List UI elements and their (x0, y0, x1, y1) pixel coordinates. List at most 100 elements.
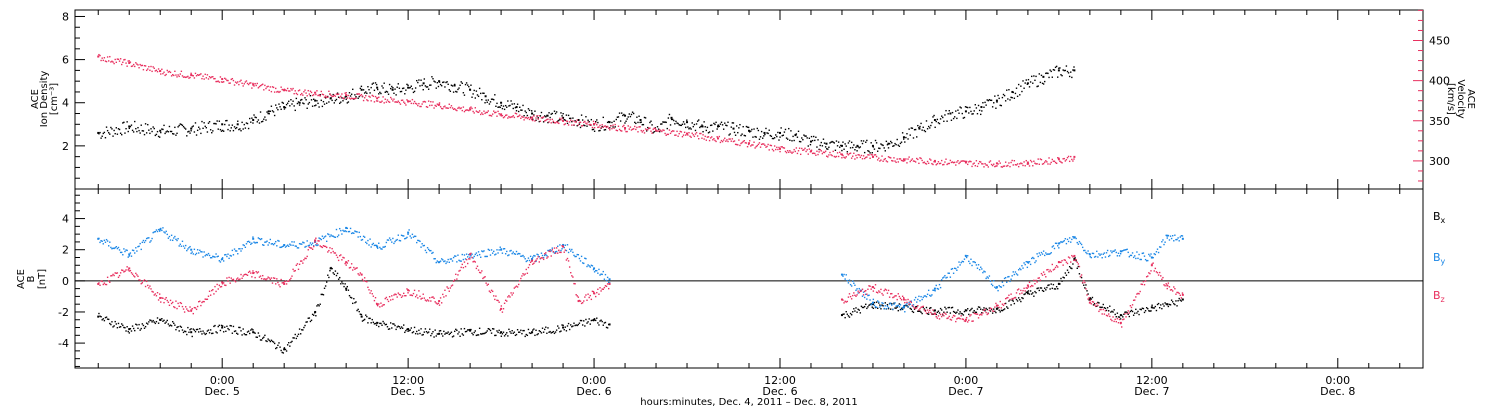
field-dot-2 (506, 300, 508, 302)
velocity-dot-0 (112, 61, 114, 63)
velocity-point-0-32 (1073, 155, 1076, 158)
field-dot-1 (853, 282, 855, 284)
velocity-dot-0 (298, 89, 301, 91)
field-dot-0 (1150, 310, 1152, 312)
field-dot-0 (460, 328, 462, 330)
density-dot-0 (150, 128, 152, 130)
field-dot-2 (392, 298, 394, 301)
field-dot-1 (1004, 276, 1007, 279)
field-dot-0 (294, 333, 296, 336)
density-dot-0 (738, 127, 740, 129)
field-dot-1 (1110, 250, 1112, 252)
field-dot-2 (391, 295, 393, 297)
density-dot-0 (502, 105, 505, 107)
field-dot-2 (565, 259, 568, 261)
field-dot-2 (1012, 298, 1014, 300)
density-dot-0 (438, 81, 441, 83)
field-dot-2 (987, 312, 990, 315)
field-dot-2 (346, 262, 349, 264)
field-dot-0 (537, 333, 539, 335)
density-dot-0 (837, 141, 840, 143)
velocity-dot-0 (758, 142, 761, 144)
field-dot-0 (509, 330, 511, 333)
density-dot-0 (1034, 79, 1036, 82)
field-dot-0 (1015, 298, 1018, 301)
field-dot-2 (912, 306, 915, 308)
field-dot-0 (155, 320, 158, 323)
velocity-dot-0 (609, 129, 611, 131)
velocity-dot-0 (601, 124, 603, 126)
field-dot-2 (1169, 289, 1172, 291)
field-dot-2 (273, 277, 276, 280)
density-dot-0 (320, 99, 322, 102)
density-dot-0 (301, 98, 303, 101)
field-dot-1 (422, 245, 424, 247)
velocity-dot-0 (450, 105, 453, 107)
field-dot-0 (1091, 296, 1094, 299)
velocity-dot-0 (1036, 163, 1038, 165)
field-dot-1 (1100, 253, 1102, 255)
density-dot-0 (615, 118, 617, 121)
field-dot-2 (286, 280, 289, 282)
field-dot-1 (427, 248, 430, 251)
field-dot-0 (136, 324, 138, 326)
density-dot-0 (395, 94, 397, 96)
field-dot-0 (852, 311, 854, 313)
field-dot-1 (129, 252, 132, 254)
field-dot-1 (520, 255, 522, 257)
field-dot-1 (412, 236, 415, 238)
density-dot-0 (370, 86, 372, 89)
density-point-0-18 (438, 80, 441, 83)
field-dot-0 (1085, 284, 1087, 286)
field-dot-2 (404, 294, 406, 297)
field-dot-1 (1070, 241, 1072, 243)
field-dot-2 (376, 304, 379, 307)
density-dot-0 (375, 83, 378, 86)
field-dot-2 (288, 280, 290, 282)
field-dot-2 (358, 274, 360, 276)
field-dot-2 (255, 270, 257, 273)
velocity-dot-0 (571, 124, 573, 126)
density-dot-0 (419, 85, 421, 87)
velocity-dot-0 (507, 117, 509, 119)
velocity-dot-0 (252, 82, 254, 85)
velocity-dot-0 (1057, 157, 1059, 159)
field-dot-0 (354, 302, 356, 304)
velocity-dot-0 (636, 126, 638, 129)
field-dot-2 (269, 278, 272, 281)
velocity-dot-0 (808, 148, 811, 150)
density-dot-0 (792, 135, 794, 138)
velocity-dot-0 (858, 154, 860, 156)
field-dot-0 (935, 313, 937, 316)
density-dot-0 (142, 130, 145, 132)
field-dot-1 (887, 306, 890, 309)
field-point-1-10 (407, 231, 410, 234)
legend-bx: Bx (1433, 210, 1446, 225)
velocity-dot-0 (478, 110, 481, 112)
field-dot-2 (515, 285, 518, 287)
density-dot-0 (716, 128, 718, 130)
field-dot-2 (231, 279, 234, 281)
density-dot-0 (853, 144, 855, 146)
field-dot-1 (213, 256, 215, 258)
density-dot-0 (829, 142, 831, 144)
field-dot-1 (420, 246, 422, 248)
field-dot-2 (513, 287, 516, 289)
field-dot-2 (993, 310, 995, 312)
field-dot-2 (554, 252, 557, 254)
field-dot-1 (1105, 252, 1108, 254)
velocity-dot-0 (141, 64, 144, 67)
field-dot-0 (513, 331, 516, 333)
field-dot-1 (316, 244, 318, 247)
field-dot-2 (1154, 267, 1157, 270)
field-point-2-3 (190, 309, 193, 312)
field-dot-2 (1117, 322, 1120, 324)
density-dot-0 (985, 104, 987, 106)
density-dot-0 (820, 141, 822, 144)
velocity-dot-0 (940, 159, 943, 162)
velocity-dot-0 (904, 159, 906, 162)
field-dot-0 (409, 329, 411, 331)
density-dot-0 (365, 91, 367, 93)
field-dot-1 (1127, 251, 1129, 254)
velocity-dot-0 (559, 117, 561, 120)
